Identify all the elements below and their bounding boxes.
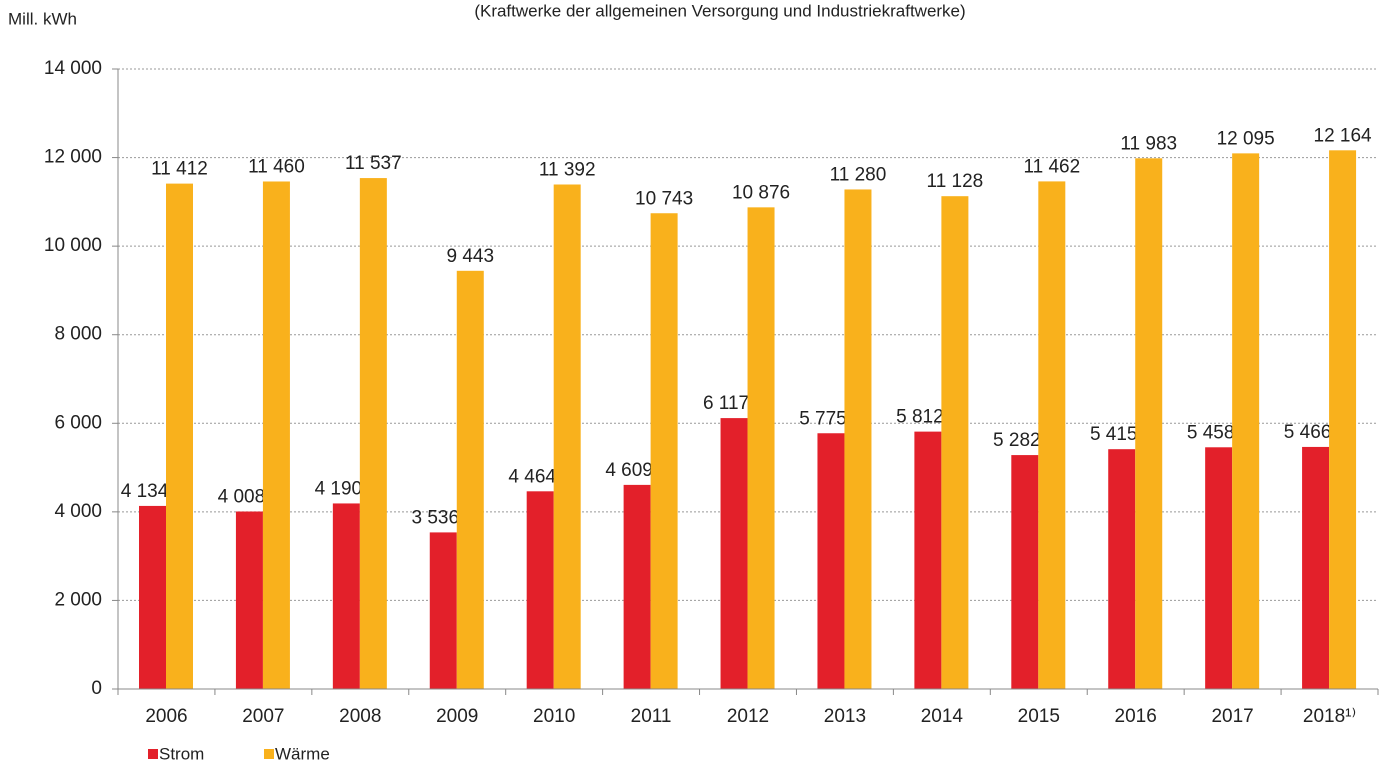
bar bbox=[139, 505, 166, 689]
value-label: 5 775 bbox=[799, 408, 847, 429]
value-label: 4 190 bbox=[315, 478, 363, 499]
value-label: 11 412 bbox=[151, 159, 208, 180]
legend-swatch bbox=[264, 749, 274, 759]
value-label: 6 117 bbox=[703, 393, 749, 414]
bar bbox=[817, 433, 845, 689]
bar bbox=[1329, 150, 1357, 689]
value-label: 11 392 bbox=[539, 160, 596, 181]
bar bbox=[456, 270, 484, 689]
legend-label: Wärme bbox=[275, 744, 330, 763]
x-tick-label: 2016 bbox=[1115, 706, 1157, 727]
x-tick-label: 2009 bbox=[436, 706, 478, 727]
y-axis-label: Mill. kWh bbox=[8, 9, 77, 28]
bar bbox=[1135, 158, 1163, 689]
bar bbox=[941, 196, 969, 689]
chart-subtitle: (Kraftwerke der allgemeinen Versorgung u… bbox=[474, 1, 965, 20]
bar bbox=[526, 491, 554, 689]
x-tick-label: 2013 bbox=[824, 706, 866, 727]
value-label: 5 282 bbox=[993, 430, 1041, 451]
value-label: 12 095 bbox=[1217, 128, 1275, 149]
value-label: 4 008 bbox=[218, 487, 266, 508]
y-tick-label: 4 000 bbox=[54, 501, 102, 522]
bar bbox=[650, 213, 678, 689]
value-label: 4 464 bbox=[508, 466, 556, 487]
y-tick-label: 10 000 bbox=[44, 235, 102, 256]
y-tick-label: 0 bbox=[91, 678, 102, 699]
value-label: 4 609 bbox=[605, 460, 653, 481]
x-tick-label: 2017 bbox=[1211, 706, 1253, 727]
x-tick-label: 2007 bbox=[242, 706, 284, 727]
bar bbox=[1205, 447, 1233, 689]
bar bbox=[914, 431, 942, 689]
bar bbox=[747, 207, 775, 689]
value-label: 5 458 bbox=[1187, 422, 1235, 443]
bar bbox=[429, 532, 457, 689]
bar bbox=[623, 484, 651, 689]
y-tick-label: 2 000 bbox=[54, 589, 102, 610]
value-label: 10 743 bbox=[635, 188, 693, 209]
y-tick-label: 14 000 bbox=[44, 58, 102, 79]
bar bbox=[1011, 455, 1039, 689]
y-tick-label: 6 000 bbox=[54, 412, 102, 433]
value-label: 11 280 bbox=[830, 164, 887, 185]
bar bbox=[553, 184, 581, 690]
value-label: 4 134 bbox=[121, 481, 169, 502]
bar bbox=[235, 511, 263, 689]
bar bbox=[359, 178, 387, 689]
value-label: 11 462 bbox=[1023, 156, 1080, 177]
value-label: 11 128 bbox=[927, 171, 984, 192]
bar bbox=[332, 503, 360, 689]
bar bbox=[844, 189, 872, 689]
legend-label: Strom bbox=[159, 744, 204, 763]
value-label: 11 983 bbox=[1120, 133, 1177, 154]
x-tick-label: 2015 bbox=[1018, 706, 1060, 727]
x-tick-label: 2011 bbox=[631, 706, 672, 727]
value-label: 12 164 bbox=[1314, 125, 1373, 146]
value-label: 11 460 bbox=[248, 157, 305, 178]
bar bbox=[166, 183, 193, 689]
bar bbox=[720, 418, 748, 689]
x-tick-label: 2012 bbox=[727, 706, 769, 727]
legend-swatch bbox=[148, 749, 158, 759]
y-tick-label: 8 000 bbox=[54, 324, 102, 345]
x-tick-label: 2006 bbox=[145, 706, 187, 727]
bar bbox=[1108, 449, 1136, 689]
x-tick-label: 2018¹⁾ bbox=[1303, 706, 1356, 727]
value-label: 5 415 bbox=[1090, 424, 1138, 445]
value-label: 11 537 bbox=[345, 153, 402, 174]
value-label: 10 876 bbox=[732, 182, 790, 203]
bar bbox=[1302, 446, 1330, 689]
bar bbox=[1232, 153, 1260, 690]
x-tick-label: 2014 bbox=[921, 706, 964, 727]
x-tick-label: 2008 bbox=[339, 706, 381, 727]
y-tick-label: 12 000 bbox=[44, 147, 102, 168]
value-label: 3 536 bbox=[411, 507, 459, 528]
value-label: 5 466 bbox=[1284, 422, 1332, 443]
bar bbox=[262, 181, 290, 689]
value-label: 5 812 bbox=[896, 407, 944, 428]
bar bbox=[1038, 181, 1066, 689]
x-tick-label: 2010 bbox=[533, 706, 575, 727]
value-label: 9 443 bbox=[446, 246, 494, 267]
